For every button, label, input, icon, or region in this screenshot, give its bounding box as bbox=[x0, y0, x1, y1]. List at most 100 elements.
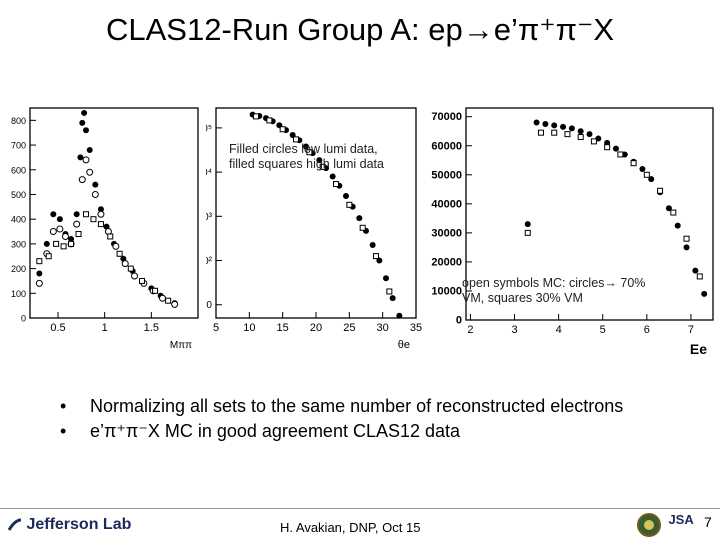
data-point bbox=[383, 275, 389, 282]
y-tick-label: 50000 bbox=[431, 169, 462, 181]
data-point bbox=[56, 216, 63, 223]
x-tick-label: 3 bbox=[511, 324, 517, 336]
data-point bbox=[674, 222, 681, 229]
data-point bbox=[107, 233, 114, 240]
y-tick-label: 20000 bbox=[431, 256, 462, 268]
data-point bbox=[79, 119, 86, 126]
data-point bbox=[551, 129, 558, 136]
y-tick-label: 10⁴ bbox=[206, 168, 212, 179]
data-point bbox=[45, 253, 52, 260]
y-tick-label: 70000 bbox=[431, 111, 462, 123]
data-point bbox=[568, 125, 575, 132]
x-tick-label: 15 bbox=[277, 322, 289, 334]
data-point bbox=[78, 176, 86, 184]
data-point bbox=[670, 209, 677, 216]
data-point bbox=[68, 240, 75, 247]
doe-seal-icon bbox=[637, 513, 661, 537]
page-number: 7 bbox=[704, 514, 712, 530]
data-point bbox=[36, 258, 43, 265]
data-point bbox=[68, 235, 75, 242]
slide-title: CLAS12-Run Group A: ep→e’π⁺π⁻X bbox=[0, 12, 720, 48]
jsa-logo: JSA bbox=[636, 512, 694, 543]
data-point bbox=[396, 312, 403, 319]
data-point bbox=[293, 136, 299, 143]
data-point bbox=[82, 156, 90, 164]
jefferson-lab-logo: Jefferson Lab bbox=[7, 516, 132, 534]
footer-author: H. Avakian, DNP, Oct 15 bbox=[280, 520, 421, 535]
data-point bbox=[90, 216, 97, 223]
data-point bbox=[564, 131, 571, 138]
x-tick-label: 2 bbox=[467, 324, 473, 336]
annotation-mc-legend: open symbols MC: circles→ 70% VM, square… bbox=[462, 276, 646, 305]
data-point bbox=[112, 242, 120, 250]
data-point bbox=[75, 231, 82, 237]
y-tick-label: 0 bbox=[456, 315, 462, 327]
lab-name: Jefferson Lab bbox=[26, 516, 132, 533]
data-point bbox=[97, 206, 104, 213]
annotation-data-legend: Filled circles low lumi data, filled squ… bbox=[229, 142, 384, 171]
title-arrow-icon: → bbox=[462, 12, 494, 47]
data-point bbox=[386, 288, 393, 295]
data-point bbox=[369, 242, 376, 249]
y-tick-label: 600 bbox=[11, 165, 26, 175]
y-tick-label: 10² bbox=[206, 256, 213, 267]
data-point bbox=[329, 173, 336, 180]
data-point bbox=[577, 128, 584, 135]
data-point bbox=[91, 190, 99, 198]
data-point bbox=[630, 160, 637, 167]
data-point bbox=[356, 215, 363, 222]
data-point bbox=[319, 163, 326, 170]
data-point bbox=[43, 240, 50, 247]
data-point bbox=[692, 267, 699, 274]
data-point bbox=[60, 243, 67, 250]
y-tick-label: 700 bbox=[11, 141, 26, 151]
y-tick-label: 500 bbox=[11, 190, 26, 200]
data-point bbox=[639, 165, 646, 172]
title-prefix: CLAS12-Run Group A: ep bbox=[105, 12, 463, 47]
data-point bbox=[86, 147, 93, 153]
data-point bbox=[127, 265, 134, 272]
data-point bbox=[316, 157, 323, 164]
y-tick-label: 60000 bbox=[431, 140, 462, 152]
x-tick-label: 20 bbox=[310, 322, 322, 334]
data-point bbox=[53, 240, 60, 247]
data-point bbox=[36, 270, 43, 277]
x-tick-label: 7 bbox=[688, 324, 694, 336]
chart-energy: 2 3 4 5 6 7 0 10000 20000 30000 40000 50000 60000 700… bbox=[431, 107, 714, 357]
plot-frame bbox=[465, 107, 714, 321]
data-point bbox=[165, 297, 172, 304]
y-tick-label: 100 bbox=[11, 289, 26, 299]
data-point bbox=[97, 221, 104, 228]
x-tick-label: 10 bbox=[243, 322, 255, 334]
data-point bbox=[73, 211, 80, 218]
y-tick-label: 10³ bbox=[206, 212, 213, 223]
x-tick-label: 1.5 bbox=[144, 322, 159, 334]
x-tick-label: 4 bbox=[556, 324, 562, 336]
bullet-dot: • bbox=[60, 421, 67, 441]
data-point bbox=[116, 250, 123, 257]
y-tick-label: 10 bbox=[206, 300, 212, 311]
data-point bbox=[83, 127, 89, 134]
data-point bbox=[657, 187, 664, 194]
data-point bbox=[61, 232, 69, 240]
data-point bbox=[159, 294, 167, 302]
bullet-text: Normalizing all sets to the same number … bbox=[90, 396, 624, 416]
data-point bbox=[171, 300, 179, 308]
data-point bbox=[643, 171, 650, 178]
data-point bbox=[590, 138, 597, 145]
y-tick-label: 300 bbox=[11, 239, 26, 249]
data-point bbox=[560, 123, 567, 130]
x-tick-label: 30 bbox=[377, 322, 389, 334]
bullet-dot: • bbox=[60, 396, 67, 416]
data-point bbox=[83, 211, 89, 218]
data-point bbox=[253, 113, 259, 120]
bullet-item: • Normalizing all sets to the same numbe… bbox=[60, 394, 623, 419]
x-tick-label: 0.5 bbox=[50, 322, 65, 334]
data-point bbox=[50, 211, 57, 218]
chart-energy-panel: 2 3 4 5 6 7 0 10000 20000 30000 40000 50000 60000 700… bbox=[426, 104, 718, 360]
plot-frame bbox=[29, 107, 199, 319]
data-point bbox=[81, 109, 88, 116]
x-tick-label: 35 bbox=[410, 322, 422, 334]
data-point bbox=[551, 122, 558, 129]
bullet-text: e’π⁺π⁻X MC in good agreement CLAS12 data bbox=[90, 421, 461, 441]
